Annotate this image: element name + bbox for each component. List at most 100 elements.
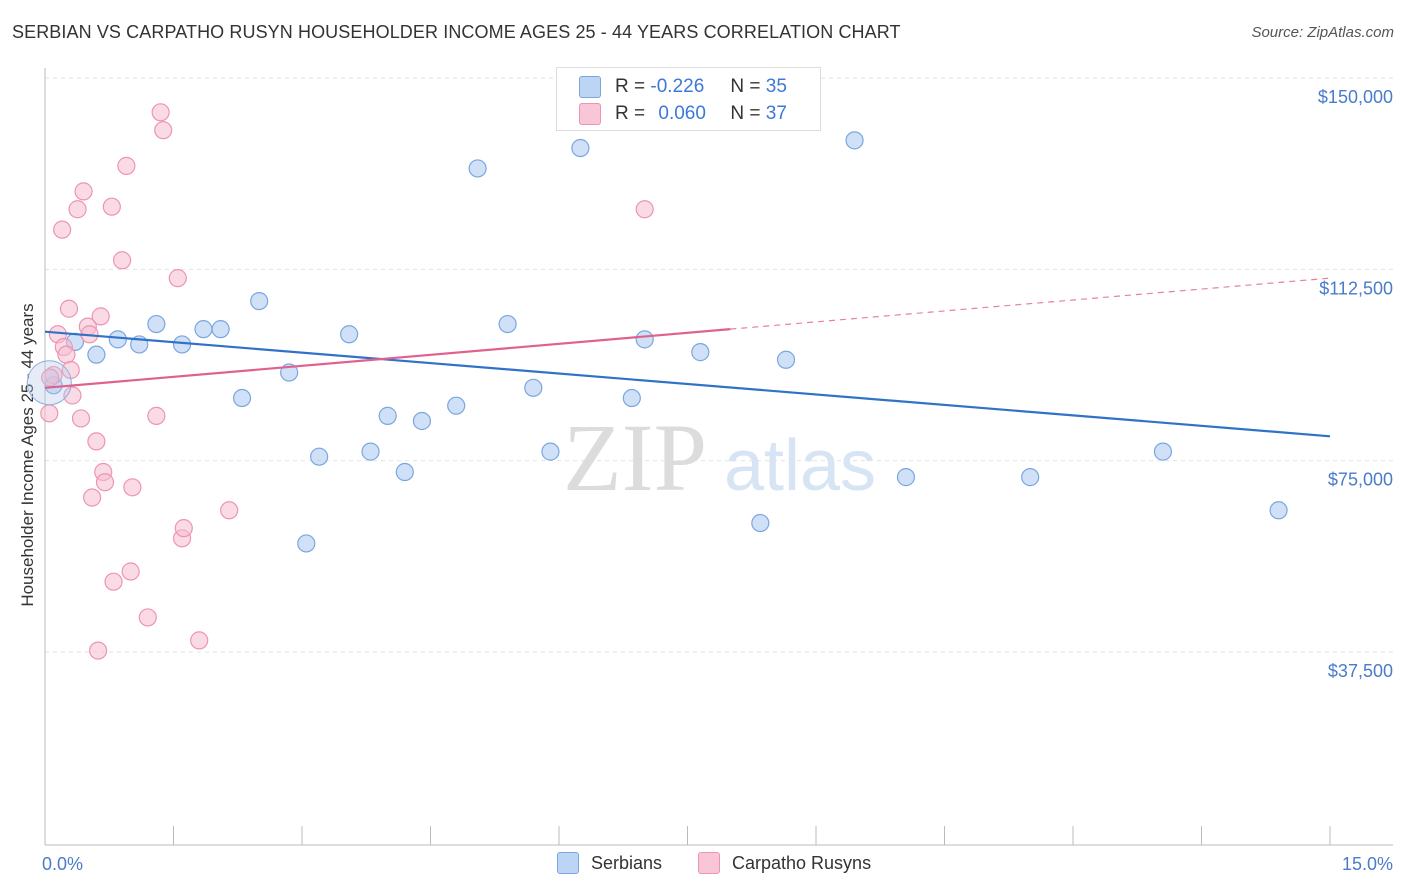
point-carpatho-rusyns-10 — [71, 409, 91, 428]
point-carpatho-rusyns-11 — [74, 182, 93, 201]
point-serbians-27 — [691, 343, 710, 362]
legend-n-label: N = — [730, 76, 761, 97]
point-cluster-origin — [26, 360, 72, 406]
legend-row-serbians: R = -0.226 N = 35 — [557, 73, 787, 101]
legend-swatch-serbians — [557, 852, 579, 874]
trend-line-carpatho-rusyns — [44, 328, 731, 389]
point-carpatho-rusyns-16 — [89, 641, 108, 660]
x-tick-label-min: 0.0% — [42, 854, 83, 874]
y-tick-labels: $150,000 $112,500 $75,000 $37,500 — [1318, 87, 1393, 681]
point-carpatho-rusyns-3 — [53, 220, 72, 239]
chart-source: Source: ZipAtlas.com — [1251, 24, 1394, 41]
legend-r-label: R = — [615, 76, 646, 97]
point-serbians-14 — [340, 325, 359, 344]
point-serbians-33 — [1153, 442, 1173, 461]
point-carpatho-rusyns-29 — [154, 121, 173, 140]
legend-swatch-carpatho-rusyns — [698, 852, 720, 874]
point-serbians-9 — [232, 388, 252, 408]
point-serbians-15 — [361, 442, 380, 461]
point-serbians-29 — [776, 350, 796, 369]
legend-n-value-serbians: 35 — [765, 76, 787, 97]
gridlines — [45, 77, 1393, 653]
point-serbians-26 — [635, 330, 654, 349]
point-serbians-13 — [310, 447, 329, 466]
point-serbians-34 — [1269, 501, 1288, 520]
legend-r-value-serbians: -0.226 — [650, 76, 705, 97]
point-serbians-24 — [571, 138, 590, 158]
point-carpatho-rusyns-27 — [147, 406, 166, 425]
point-carpatho-rusyns-26 — [138, 608, 157, 627]
trend-line-extension-carpatho-rusyns — [730, 277, 1331, 330]
legend-r-value-carpatho-rusyns: 0.060 — [658, 103, 706, 124]
point-serbians-5 — [147, 314, 166, 334]
point-carpatho-rusyns-22 — [112, 251, 132, 270]
point-serbians-6 — [172, 335, 192, 354]
chart-title: SERBIAN VS CARPATHO RUSYN HOUSEHOLDER IN… — [12, 22, 901, 42]
legend-swatch-serbians — [579, 76, 601, 98]
legend-swatch-carpatho-rusyns — [579, 103, 601, 125]
y-tick-label-1: $112,500 — [1319, 278, 1393, 298]
point-serbians-30 — [845, 131, 864, 150]
point-carpatho-rusyns-6 — [59, 299, 79, 318]
point-serbians-22 — [524, 378, 543, 397]
point-carpatho-rusyns-0 — [40, 404, 59, 423]
point-serbians-8 — [211, 320, 230, 339]
trend-line-serbians — [44, 330, 1331, 438]
point-carpatho-rusyns-24 — [121, 562, 140, 581]
point-serbians-2 — [87, 345, 106, 364]
legend-item-serbians: Serbians — [557, 852, 662, 874]
point-serbians-7 — [194, 320, 213, 339]
point-carpatho-rusyns-20 — [102, 197, 121, 216]
point-serbians-25 — [622, 388, 641, 408]
y-tick-label-3: $37,500 — [1328, 661, 1393, 681]
legend-n-label: N = — [730, 103, 761, 124]
point-carpatho-rusyns-33 — [190, 631, 209, 650]
axes — [44, 68, 1393, 846]
point-carpatho-rusyns-5 — [57, 345, 76, 364]
point-serbians-23 — [541, 442, 560, 461]
point-carpatho-rusyns-15 — [87, 432, 106, 451]
point-carpatho-rusyns-35 — [635, 200, 654, 219]
data-points — [26, 103, 1288, 660]
watermark-zip: ZIP — [563, 404, 707, 511]
point-serbians-18 — [412, 411, 432, 431]
point-serbians-32 — [1021, 468, 1040, 487]
legend-label-carpatho-rusyns: Carpatho Rusyns — [732, 852, 872, 873]
legend-item-carpatho-rusyns: Carpatho Rusyns — [698, 852, 871, 874]
point-serbians-12 — [297, 534, 316, 553]
point-serbians-28 — [751, 513, 770, 533]
point-carpatho-rusyns-9 — [68, 200, 87, 219]
point-carpatho-rusyns-19 — [95, 473, 115, 492]
point-serbians-10 — [250, 291, 269, 311]
point-carpatho-rusyns-32 — [174, 519, 193, 538]
watermark-atlas: atlas — [724, 426, 876, 506]
legend-row-carpatho-rusyns: R = 0.060 N = 37 — [557, 100, 787, 128]
point-serbians-16 — [378, 406, 397, 425]
point-carpatho-rusyns-21 — [104, 572, 123, 591]
stats-legend: R = -0.226 N = 35 R = 0.060 N = 37 — [556, 67, 821, 131]
x-tick-label-max: 15.0% — [1342, 854, 1393, 874]
trend-lines — [44, 277, 1331, 438]
point-carpatho-rusyns-30 — [168, 269, 187, 288]
point-serbians-21 — [498, 314, 517, 334]
series-legend: Serbians Carpatho Rusyns — [0, 852, 1406, 876]
y-tick-label-2: $75,000 — [1328, 470, 1393, 490]
legend-label-serbians: Serbians — [591, 852, 663, 873]
point-carpatho-rusyns-34 — [220, 501, 239, 520]
point-carpatho-rusyns-8 — [63, 386, 82, 405]
point-serbians-3 — [108, 330, 127, 349]
point-serbians-31 — [896, 468, 916, 487]
point-carpatho-rusyns-25 — [123, 478, 142, 497]
watermark: ZIP atlas — [563, 404, 876, 511]
point-carpatho-rusyns-23 — [117, 156, 136, 175]
point-carpatho-rusyns-36 — [41, 368, 60, 387]
point-serbians-20 — [468, 159, 487, 178]
point-serbians-17 — [395, 462, 414, 482]
point-serbians-19 — [447, 396, 466, 415]
y-tick-label-0: $150,000 — [1318, 87, 1393, 107]
point-carpatho-rusyns-14 — [83, 488, 102, 507]
legend-r-label: R = — [615, 103, 646, 124]
point-carpatho-rusyns-28 — [151, 103, 170, 122]
point-carpatho-rusyns-17 — [91, 307, 110, 326]
